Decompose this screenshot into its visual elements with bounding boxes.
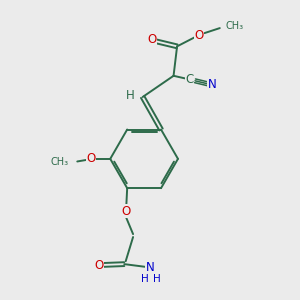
Text: O: O (86, 152, 96, 165)
Text: CH₃: CH₃ (50, 158, 68, 167)
Text: CH₃: CH₃ (226, 21, 244, 31)
Text: O: O (194, 29, 204, 42)
Text: H: H (153, 274, 160, 284)
Text: O: O (147, 33, 157, 46)
Text: N: N (146, 261, 154, 274)
Text: H: H (126, 89, 135, 102)
Text: N: N (208, 78, 216, 92)
Text: O: O (121, 205, 130, 218)
Text: C: C (186, 73, 194, 86)
Text: H: H (141, 274, 149, 284)
Text: O: O (94, 259, 103, 272)
